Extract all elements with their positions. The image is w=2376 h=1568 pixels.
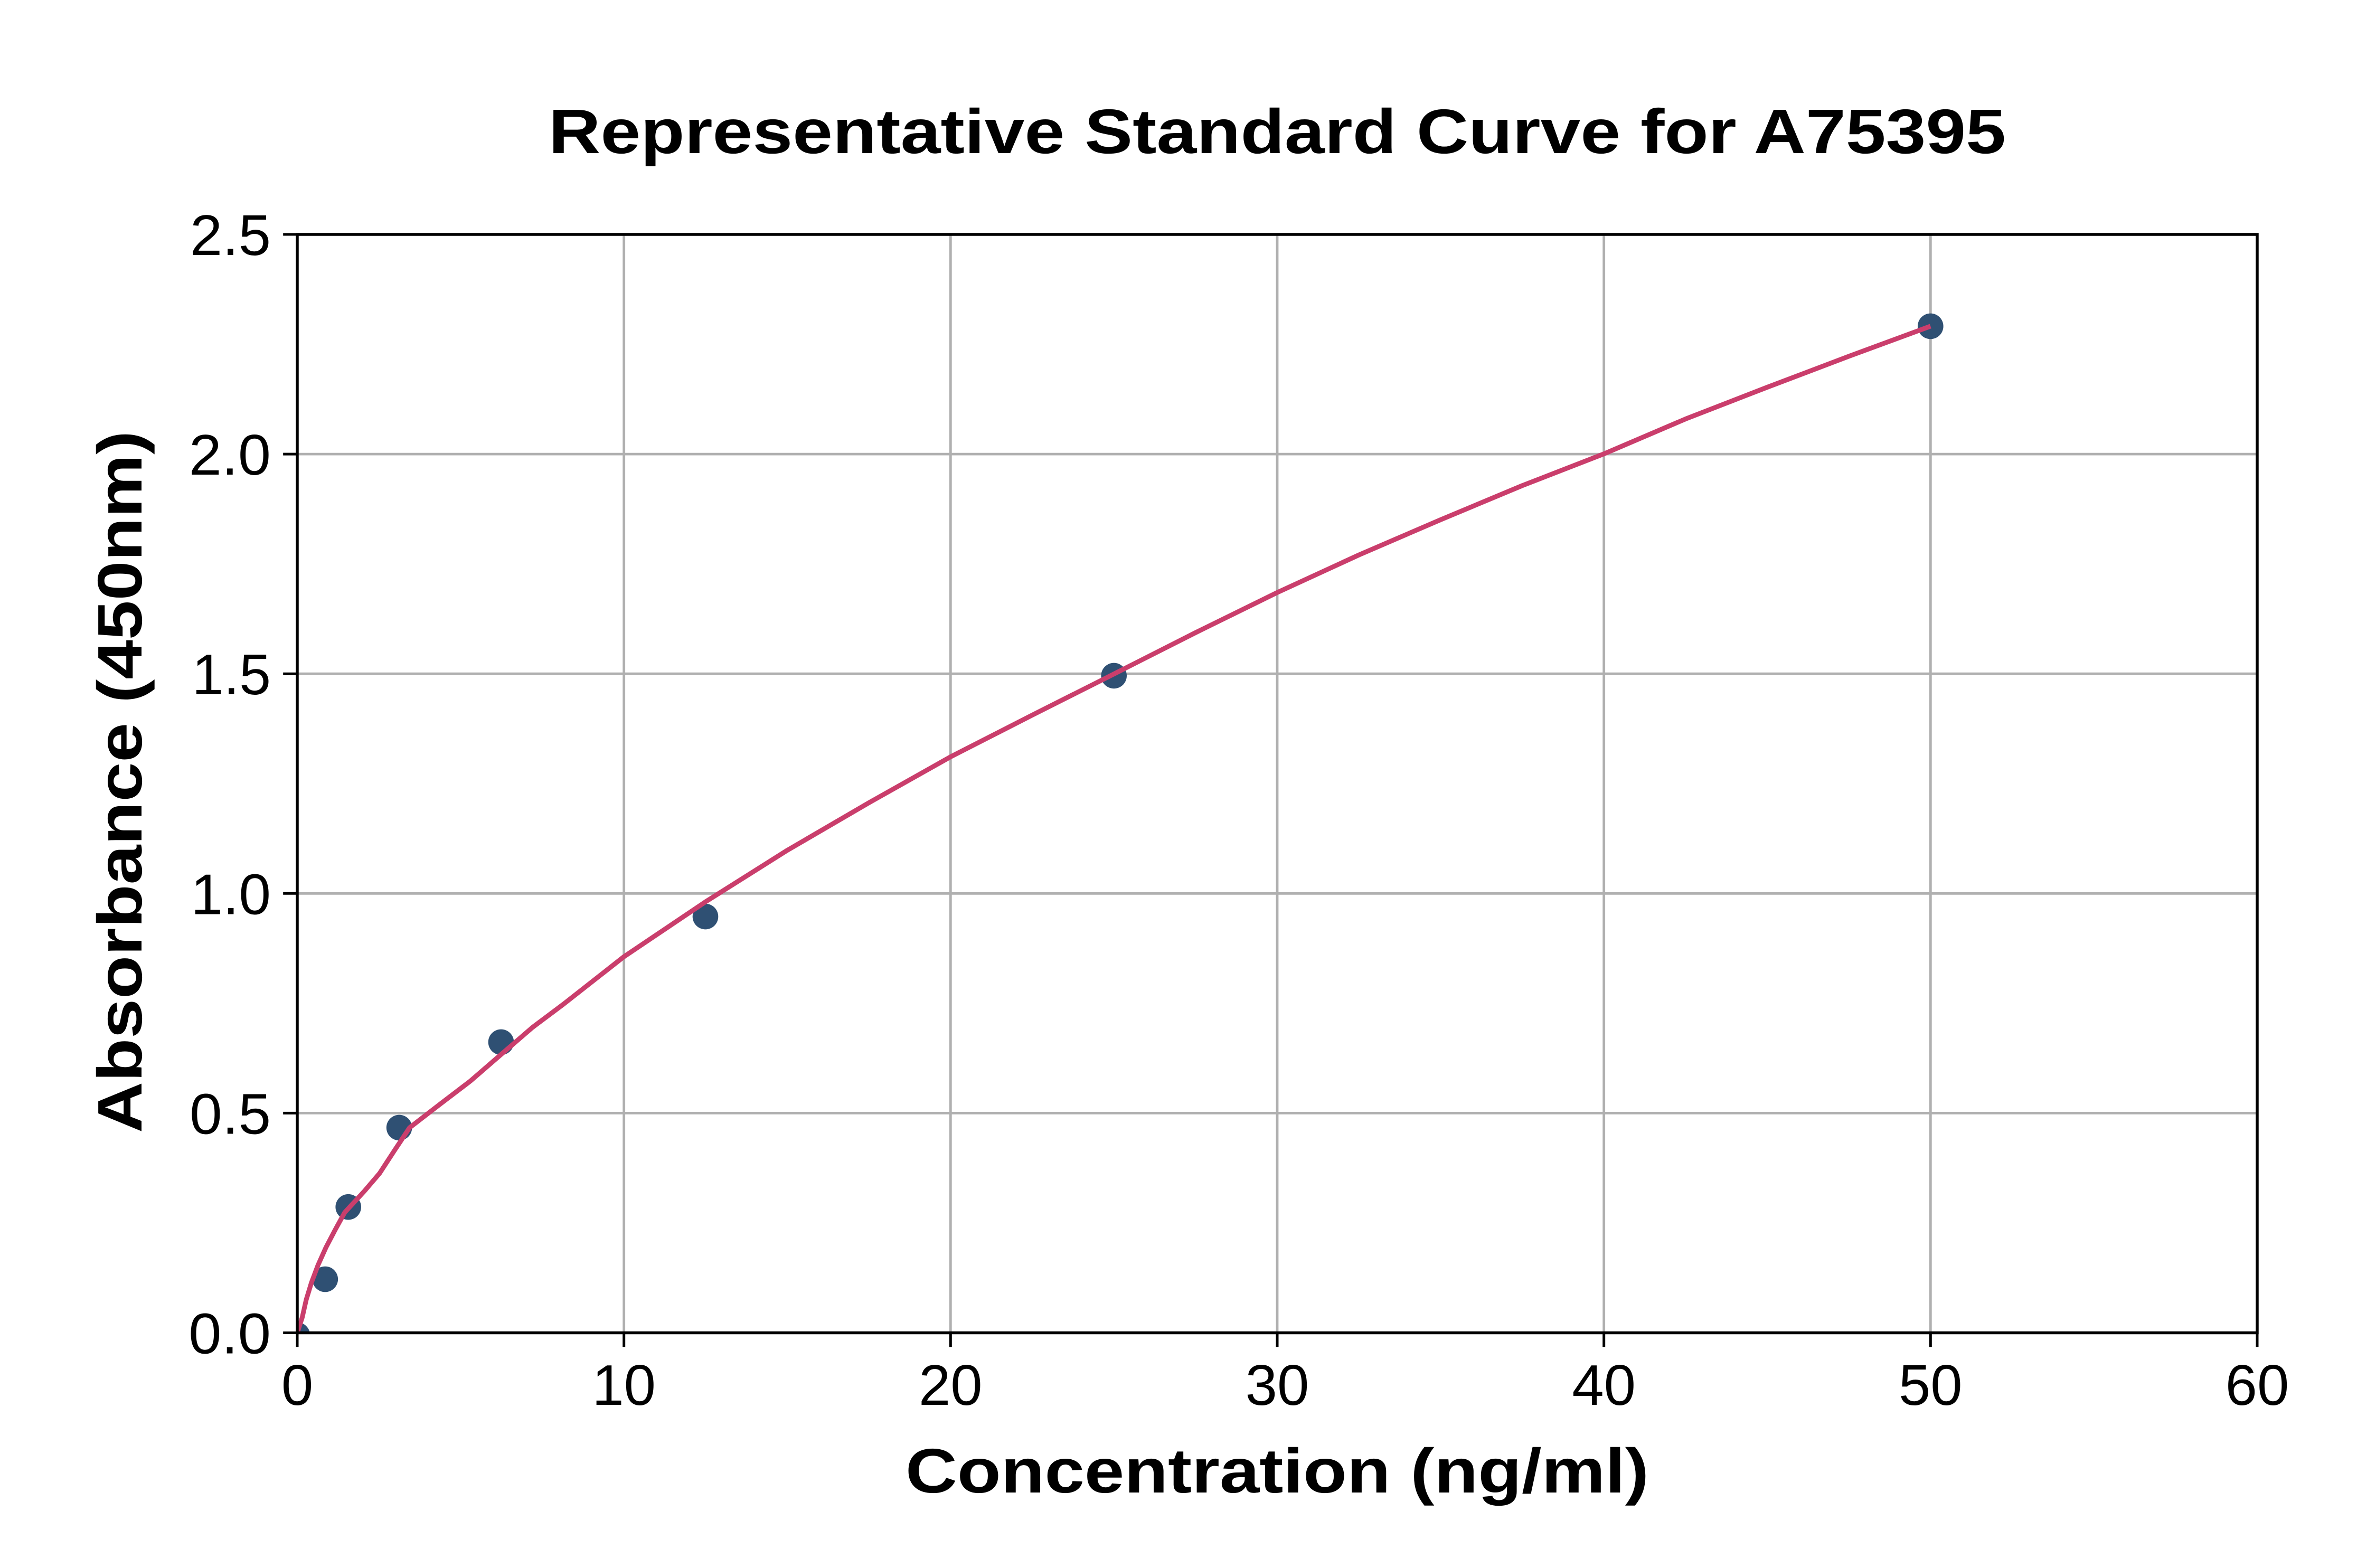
svg-text:2.0: 2.0	[189, 423, 271, 487]
svg-text:2.5: 2.5	[190, 203, 271, 267]
svg-text:10: 10	[592, 1353, 656, 1417]
svg-text:40: 40	[1572, 1353, 1636, 1417]
svg-text:0.5: 0.5	[190, 1082, 271, 1146]
svg-text:Concentration (ng/ml): Concentration (ng/ml)	[906, 1436, 1649, 1506]
svg-text:1.0: 1.0	[191, 862, 271, 926]
svg-text:60: 60	[2226, 1353, 2289, 1417]
svg-text:Absorbance (450nm): Absorbance (450nm)	[85, 431, 155, 1133]
svg-text:0: 0	[281, 1353, 313, 1417]
svg-text:0.0: 0.0	[188, 1302, 271, 1366]
svg-text:30: 30	[1246, 1353, 1309, 1417]
svg-text:50: 50	[1899, 1353, 1963, 1417]
svg-text:20: 20	[919, 1353, 983, 1417]
svg-text:Representative Standard Curve: Representative Standard Curve for A75395	[549, 97, 2006, 167]
svg-text:1.5: 1.5	[192, 643, 271, 706]
